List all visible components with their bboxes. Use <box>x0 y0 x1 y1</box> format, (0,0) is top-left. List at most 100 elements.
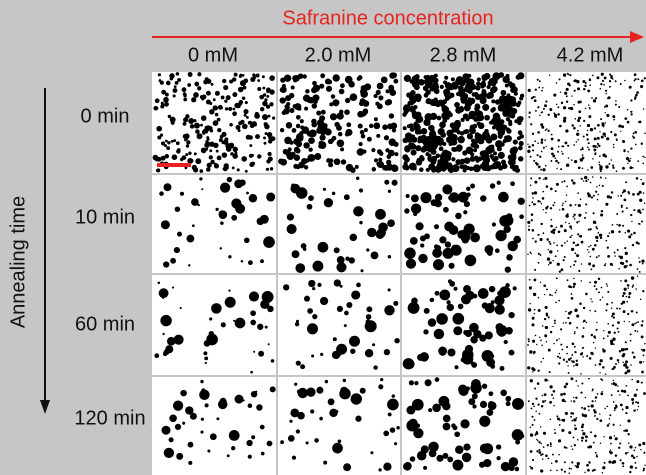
particle <box>474 144 480 149</box>
particle <box>582 346 585 349</box>
particle <box>579 198 582 201</box>
particle <box>262 100 268 107</box>
particle <box>188 151 192 155</box>
particle <box>614 454 618 457</box>
particle <box>234 317 246 329</box>
particle <box>636 91 639 94</box>
particle <box>620 302 624 305</box>
particle <box>537 106 540 109</box>
particle <box>581 406 583 409</box>
particle <box>529 450 533 453</box>
particle <box>544 164 547 167</box>
particle <box>639 223 641 225</box>
particle <box>439 289 451 301</box>
particle <box>453 326 463 336</box>
particle <box>286 152 295 160</box>
particle <box>622 352 626 356</box>
particle <box>629 263 632 267</box>
particle <box>571 412 575 415</box>
particle <box>538 412 541 415</box>
particle <box>624 247 627 250</box>
particle <box>236 168 240 172</box>
particle <box>633 80 635 82</box>
particle <box>436 136 442 141</box>
particle <box>559 91 562 93</box>
particle <box>536 343 538 346</box>
particle <box>594 396 598 399</box>
particle <box>560 343 563 346</box>
particle <box>266 440 273 447</box>
particle <box>616 223 618 226</box>
particle <box>573 213 576 216</box>
particle <box>386 159 392 165</box>
particle <box>384 99 391 106</box>
particle <box>581 167 584 170</box>
particle <box>425 167 430 172</box>
particle <box>630 99 633 102</box>
particle <box>253 75 257 80</box>
particle <box>320 109 326 115</box>
micrograph-background <box>527 175 646 273</box>
particle <box>542 400 545 403</box>
particle <box>599 170 602 173</box>
particle <box>644 132 646 135</box>
particle <box>413 104 418 110</box>
particle <box>362 108 369 114</box>
particle <box>591 400 594 403</box>
particle <box>373 122 381 130</box>
particle <box>181 155 187 160</box>
particle <box>177 77 182 82</box>
particle <box>424 113 433 122</box>
particle <box>617 330 620 333</box>
particle <box>256 217 265 226</box>
particle <box>170 257 177 264</box>
particle <box>260 259 264 264</box>
particle <box>420 146 427 153</box>
particle <box>462 168 467 173</box>
particle <box>593 468 596 472</box>
particle <box>472 123 478 129</box>
particle <box>603 436 605 438</box>
particle <box>413 121 419 127</box>
particle <box>556 415 559 418</box>
particle <box>272 116 276 120</box>
particle <box>580 240 584 244</box>
particle <box>216 417 220 421</box>
particle <box>568 467 571 470</box>
particle <box>293 146 300 153</box>
particle <box>171 286 175 289</box>
particle <box>540 339 542 342</box>
particle <box>577 139 579 141</box>
particle <box>574 117 577 120</box>
particle <box>241 156 248 162</box>
particle <box>186 140 191 145</box>
particle <box>583 119 586 123</box>
particle <box>566 345 569 349</box>
particle <box>415 222 424 231</box>
particle <box>533 191 538 195</box>
particle <box>547 316 550 319</box>
particle <box>622 291 626 295</box>
particle <box>508 349 515 356</box>
particle <box>419 155 424 160</box>
particle <box>552 325 554 328</box>
particle <box>568 313 571 315</box>
particle <box>506 106 514 114</box>
particle <box>638 443 642 447</box>
particle <box>576 326 579 329</box>
particle <box>340 147 345 152</box>
particle <box>306 130 314 137</box>
particle <box>165 80 171 86</box>
micrograph-background <box>278 377 400 475</box>
particle <box>539 426 542 428</box>
particle <box>621 261 625 266</box>
particle <box>582 79 586 84</box>
particle <box>604 122 606 124</box>
particle <box>477 122 485 130</box>
particle <box>431 99 436 104</box>
particle <box>388 84 395 91</box>
particle <box>597 232 600 234</box>
particle <box>250 370 253 374</box>
particle <box>539 155 542 158</box>
particle <box>607 255 610 258</box>
